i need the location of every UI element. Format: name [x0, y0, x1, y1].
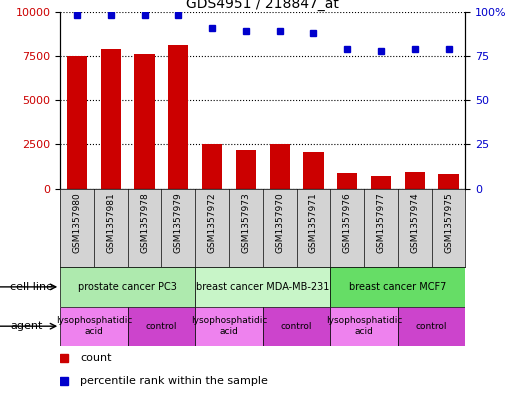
Text: GSM1357970: GSM1357970 — [275, 193, 284, 253]
Bar — [60, 267, 195, 307]
Text: GSM1357975: GSM1357975 — [444, 193, 453, 253]
Text: GSM1357976: GSM1357976 — [343, 193, 352, 253]
Bar — [202, 144, 222, 189]
Bar — [337, 173, 357, 189]
Bar — [195, 307, 263, 346]
Text: GSM1357978: GSM1357978 — [140, 193, 149, 253]
Text: lysophosphatidic
acid: lysophosphatidic acid — [326, 316, 402, 336]
Text: GSM1357977: GSM1357977 — [377, 193, 385, 253]
Text: control: control — [281, 322, 312, 331]
Text: GSM1357981: GSM1357981 — [106, 193, 115, 253]
Text: count: count — [81, 353, 112, 363]
Bar — [438, 174, 459, 189]
Bar — [405, 172, 425, 189]
Text: GSM1357979: GSM1357979 — [174, 193, 183, 253]
Text: agent: agent — [10, 321, 43, 331]
Text: control: control — [146, 322, 177, 331]
Text: lysophosphatidic
acid: lysophosphatidic acid — [191, 316, 267, 336]
Bar — [371, 176, 391, 189]
Text: GSM1357972: GSM1357972 — [208, 193, 217, 253]
Text: GSM1357971: GSM1357971 — [309, 193, 318, 253]
Bar — [168, 45, 188, 189]
Bar — [134, 54, 155, 189]
Bar — [303, 151, 324, 189]
Text: control: control — [416, 322, 448, 331]
Text: GSM1357980: GSM1357980 — [73, 193, 82, 253]
Text: GSM1357973: GSM1357973 — [242, 193, 251, 253]
Text: percentile rank within the sample: percentile rank within the sample — [81, 376, 268, 386]
Bar — [331, 307, 398, 346]
Bar — [269, 144, 290, 189]
Bar — [60, 307, 128, 346]
Bar — [195, 267, 331, 307]
Bar — [236, 150, 256, 189]
Bar — [67, 56, 87, 189]
Bar — [100, 49, 121, 189]
Bar — [331, 267, 465, 307]
Text: breast cancer MCF7: breast cancer MCF7 — [349, 282, 447, 292]
Text: cell line: cell line — [10, 282, 53, 292]
Text: breast cancer MDA-MB-231: breast cancer MDA-MB-231 — [196, 282, 329, 292]
Bar — [398, 307, 465, 346]
Bar — [128, 307, 195, 346]
Text: lysophosphatidic
acid: lysophosphatidic acid — [56, 316, 132, 336]
Text: GSM1357974: GSM1357974 — [411, 193, 419, 253]
Bar — [263, 307, 331, 346]
Title: GDS4951 / 218847_at: GDS4951 / 218847_at — [186, 0, 339, 11]
Text: prostate cancer PC3: prostate cancer PC3 — [78, 282, 177, 292]
